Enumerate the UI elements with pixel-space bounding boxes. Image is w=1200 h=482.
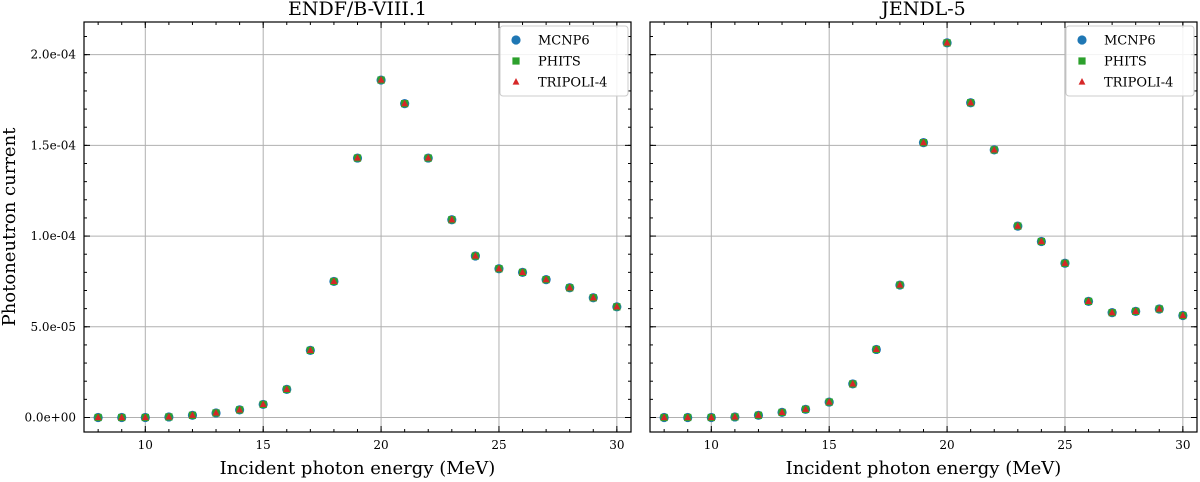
data-point [471,252,479,259]
data-point [731,412,739,420]
legend-marker [1077,35,1087,45]
y-tick-label: 2.0e-04 [30,48,76,62]
chart-title: JENDL-5 [879,0,965,20]
data-point [967,98,975,106]
x-tick-label: 10 [704,438,719,452]
x-tick-label: 15 [256,438,271,452]
data-point [1014,222,1022,229]
legend-entry: PHITS [1104,55,1147,70]
data-point [259,400,267,408]
legend-marker [1078,57,1086,65]
data-point [1085,297,1092,304]
plot-frame [649,21,1198,433]
data-point [896,281,904,288]
y-tick-label: 1.5e-04 [30,138,76,152]
plot-frame [83,21,632,433]
data-point [94,413,102,421]
data-point [377,76,385,83]
data-point [825,398,833,405]
data-point [519,268,526,275]
legend-box [1065,25,1195,97]
x-tick-label: 20 [939,438,954,452]
x-axis-label: Incident photon energy (MeV) [786,458,1062,479]
data-point [872,345,880,353]
y-tick-label: 1.0e-04 [30,229,76,243]
legend-marker [1078,78,1086,85]
data-point [943,38,951,46]
data-point [354,154,361,161]
data-point [684,413,692,421]
data-point [849,379,857,387]
chart-title: ENDF/B-VIII.1 [288,0,427,20]
legend-box [499,25,629,97]
y-tick-label: 5.0e-05 [30,320,76,334]
data-point [1179,311,1187,319]
series-tripoli-4 [660,38,1187,421]
legend: MCNP6 PHITS TRIPOLI-4 [499,25,629,97]
data-point [141,413,149,421]
legend-entry: MCNP6 [538,34,590,49]
x-tick-label: 25 [491,438,506,452]
panel-endf: 10 15 20 25 30 0.0e+00 5.0e-05 1.0e-04 1.5e-04 2.… [0,0,632,479]
legend-entry: MCNP6 [1104,34,1156,49]
x-tick-label: 30 [1175,438,1190,452]
data-point [1155,305,1163,312]
data-point [778,408,786,416]
y-tick-label: 0.0e+00 [24,410,76,424]
x-tick-label: 25 [1057,438,1072,452]
data-point [212,408,220,416]
series-mcnp6 [93,75,622,423]
data-point [283,385,291,392]
data-point [1061,259,1069,266]
x-tick-label: 30 [609,438,624,452]
data-point [401,99,409,107]
data-point [1037,237,1045,245]
series-phits [660,39,1187,422]
y-axis-label: Photoneutron current [0,127,20,327]
data-point [802,405,810,412]
x-tick-label: 20 [373,438,388,452]
data-point [1108,308,1116,316]
legend: MCNP6 PHITS TRIPOLI-4 [1065,25,1195,97]
data-point [118,413,126,421]
data-point [189,411,196,418]
x-tick-label: 15 [822,438,837,452]
data-point [660,413,668,421]
legend-marker [512,78,520,85]
data-point [424,154,432,161]
panel-jendl: 10 15 20 25 30 JENDL-5 Incident photon energy … [649,0,1198,479]
data-point [566,283,574,291]
data-point [542,275,550,283]
data-point [990,145,998,153]
data-point [448,215,456,223]
data-point [495,264,503,272]
x-axis-label: Incident photon energy (MeV) [220,458,496,479]
data-point [1132,307,1140,314]
legend-entry: TRIPOLI-4 [538,76,607,91]
data-point [589,293,597,301]
data-point [755,411,762,418]
data-point [707,413,715,421]
x-tick-label: 10 [138,438,153,452]
series-tripoli-4 [94,76,621,421]
legend-marker [511,35,521,45]
legend-entry: TRIPOLI-4 [1104,76,1173,91]
data-point [330,277,338,285]
data-point [920,138,927,146]
legend-entry: PHITS [538,55,581,70]
data-point [165,412,173,420]
data-point [613,302,621,310]
legend-marker [512,57,520,65]
series-phits [94,76,621,422]
data-point [306,346,314,353]
data-point [236,405,244,413]
